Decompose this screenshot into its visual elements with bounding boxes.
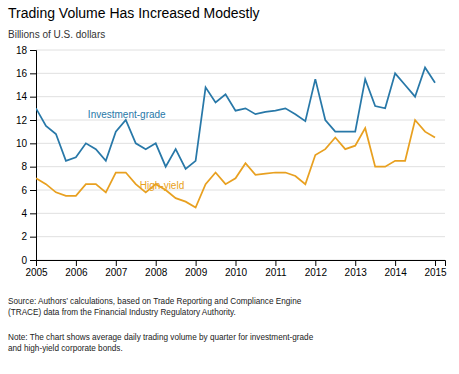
tick-mark [30,73,36,74]
tick-mark [315,260,316,266]
title: Trading Volume Has Increased Modestly [8,5,260,21]
tick-label: 2013 [345,267,368,278]
tick-label: 2010 [225,267,248,278]
tick: 0 [21,255,36,266]
tick-mark [30,260,36,261]
tick-mark [196,260,197,266]
tick-mark [30,190,36,191]
tick: 14 [16,91,36,102]
annotation: High-yield [140,180,184,191]
tick-label: 14 [16,91,28,102]
tick-mark [30,97,36,98]
grid-line [36,73,445,74]
tick: 2005 [25,260,48,278]
tick-label: 12 [16,115,28,126]
tick: 2011 [265,260,287,278]
tick-label: 2011 [265,267,287,278]
tick-label: 16 [16,68,28,79]
tick: 12 [16,115,36,126]
tick-label: 6 [21,185,27,196]
tick-label: 2009 [185,267,208,278]
y-axis-label: Billions of U.S. dollars [8,29,105,40]
tick: 4 [21,208,36,219]
tick-label: 18 [16,45,28,56]
note-line: and high-yield corporate bonds. [8,344,123,353]
tick-mark [355,260,356,266]
tick: 2006 [65,260,88,278]
tick-mark [116,260,117,266]
grid-line [36,236,445,237]
note-line: Note: The chart shows average daily trad… [8,333,314,342]
tick-label: 8 [21,161,27,172]
grid-line [36,50,445,51]
tick-mark [30,50,36,51]
tick-mark [395,260,396,266]
source-line: (TRACE) data from the Financial Industry… [8,308,236,317]
chart: Trading Volume Has Increased Modestly Bil… [0,0,459,374]
tick-mark [236,260,237,266]
axis-line [30,51,37,261]
tick-label: 2005 [25,267,48,278]
grid-line [36,96,445,97]
note: Note: The chart shows average daily trad… [8,333,314,353]
tick: 6 [21,185,36,196]
source: Source: Authors’ calculations, based on … [8,297,302,317]
tick-label: 2 [21,231,27,242]
tick-mark [76,260,77,266]
tick: 10 [16,138,36,149]
tick: 2015 [424,260,447,278]
tick: 2 [21,231,36,242]
tick-label: 2007 [105,267,128,278]
tick: 2012 [305,260,328,278]
source-line: Source: Authors’ calculations, based on … [8,297,302,306]
series-group [36,68,435,208]
tick-label: 2012 [305,267,328,278]
tick: 2010 [225,260,248,278]
tick: 2008 [145,260,168,278]
tick: 18 [16,45,36,56]
x-axis: 2005 2006 2007 2008 2009 2010 2011 2012 2013 2014… [25,260,447,278]
tick: 2014 [384,260,407,278]
grid-line [36,190,445,191]
annotations: Investment-grade High-yield [88,109,184,191]
tick-label: 2008 [145,267,168,278]
tick: 16 [16,68,36,79]
tick-mark [30,143,36,144]
grid-line [36,213,445,214]
tick-label: 2015 [424,267,447,278]
tick-mark [435,260,436,266]
tick: 8 [21,161,36,172]
y-axis: 0 2 4 6 8 10 12 14 16 18 [16,45,37,266]
tick: 2013 [345,260,368,278]
tick-label: 2006 [65,267,88,278]
axis-line [37,261,446,267]
tick-mark [30,167,36,168]
tick-label: 10 [16,138,28,149]
tick: 2009 [185,260,208,278]
tick-mark [30,213,36,214]
tick-mark [275,260,276,266]
tick-mark [156,260,157,266]
grid-line [36,143,445,144]
grid [36,50,445,260]
annotation: Investment-grade [88,109,166,120]
line [36,68,435,170]
tick: 2007 [105,260,128,278]
line [36,120,435,208]
tick-mark [30,120,36,121]
tick-label: 4 [21,208,27,219]
tick-label: 0 [21,255,27,266]
tick-mark [30,237,36,238]
tick-label: 2014 [384,267,407,278]
plot-area: 2005200620072008200920102011201220132014… [16,45,447,278]
